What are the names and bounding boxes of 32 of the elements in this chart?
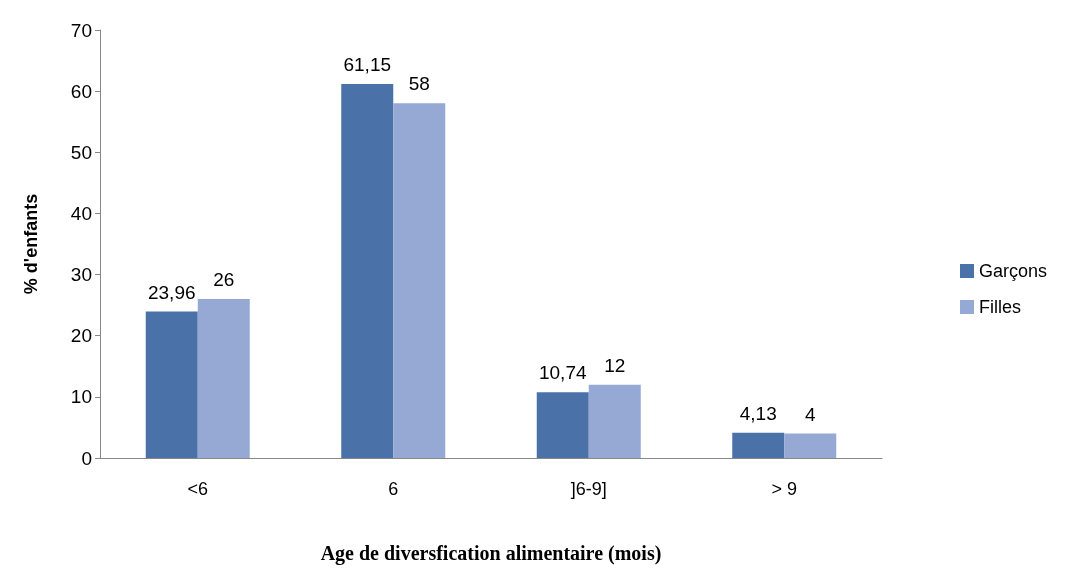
data-label: 58 [408,73,430,95]
x-tick-label: > 9 [771,479,798,499]
bar [145,311,198,458]
legend-label: Garçons [978,261,1047,281]
x-tick-label: 6 [388,479,399,499]
bar [197,299,250,458]
legend-label: Filles [978,297,1021,317]
x-tick-label: <6 [187,479,209,499]
bar [588,384,641,458]
y-tick-label: 30 [70,264,92,286]
data-label: 26 [213,269,235,291]
data-label: 23,96 [147,281,196,303]
bar [536,392,589,458]
bar [732,432,785,458]
bar [784,433,837,458]
y-tick-label: 40 [70,202,92,224]
y-tick-label: 60 [70,80,92,102]
data-label: 4 [804,403,816,425]
x-axis-title: Age de diversfication alimentaire (mois) [320,542,662,565]
data-label: 10,74 [538,362,587,384]
data-label: 61,15 [343,54,392,76]
data-label: 12 [604,354,626,376]
y-tick-label: 20 [70,325,92,347]
y-tick-label: 0 [81,447,92,469]
data-label: 4,13 [739,402,777,424]
y-tick-label: 50 [70,141,92,163]
y-tick-label: 70 [70,19,92,41]
x-tick-label: ]6-9] [570,479,607,499]
y-tick-label: 10 [70,386,92,408]
y-axis-title: % d'enfants [21,193,41,295]
bar [393,103,446,458]
bar [341,84,394,458]
